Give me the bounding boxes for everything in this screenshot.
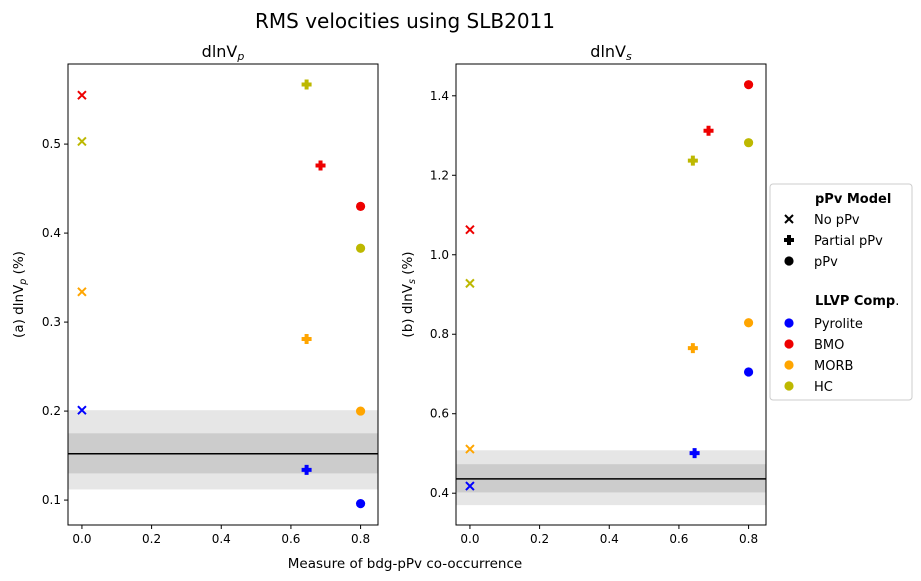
panel-title-sub: p	[236, 50, 244, 63]
x-tick-label: 0.8	[739, 532, 758, 546]
legend: pPv Model No pPv Partial pPv pPv LLVP Comp…	[769, 183, 913, 401]
y-axis-label-suffix: (%)	[11, 251, 27, 279]
y-tick-label: 0.1	[42, 493, 61, 507]
legend-color-swatch	[784, 318, 794, 328]
y-axis-label: (b) dlnVs (%)	[400, 251, 418, 337]
figure-title: RMS velocities using SLB2011	[255, 9, 555, 33]
y-axis-label-sub: s	[407, 279, 418, 284]
legend-color-label: Pyrolite	[814, 317, 863, 332]
data-point	[355, 406, 366, 416]
legend-frame	[769, 183, 913, 401]
y-axis-label: (a) dlnVp (%)	[11, 251, 29, 338]
legend-color-swatch	[784, 360, 794, 370]
panel-title-main: dlnV	[202, 42, 238, 61]
panel-title-sub: s	[626, 50, 632, 63]
legend-color-label: BMO	[814, 338, 844, 353]
legend-marker-plus	[784, 235, 794, 245]
panel-title: dlnVs	[590, 42, 632, 63]
data-point	[355, 499, 366, 509]
data-point	[355, 201, 366, 211]
legend-color-entries: Pyrolite BMO MORB HC	[784, 317, 863, 395]
figure-xlabel: Measure of bdg-pPv co-occurrence	[288, 556, 522, 572]
data-point	[315, 160, 326, 171]
data-point	[465, 481, 475, 491]
x-tick-label: 0.4	[212, 532, 231, 546]
y-tick-label: 0.4	[42, 226, 61, 240]
y-tick-label: 0.6	[430, 407, 449, 421]
data-point	[301, 79, 312, 90]
data-point	[465, 278, 475, 289]
data-point	[355, 243, 366, 253]
panel-title-main: dlnV	[590, 42, 626, 61]
legend-color-header-bold: LLVP Comp	[815, 294, 895, 309]
legend-color-header: LLVP Comp.	[815, 294, 899, 309]
data-point	[77, 90, 87, 100]
legend-marker-circle	[784, 256, 794, 266]
data-point	[301, 464, 312, 475]
x-tick-label: 0.4	[600, 532, 619, 546]
data-point	[77, 136, 87, 147]
legend-marker-label: pPv	[814, 255, 838, 270]
y-tick-label: 0.8	[430, 327, 449, 341]
data-point	[465, 444, 475, 454]
y-tick-label: 0.2	[42, 404, 61, 418]
legend-marker-entries: No pPv Partial pPv pPv	[784, 213, 883, 270]
legend-marker-header: pPv Model	[815, 192, 891, 207]
legend-marker-label: Partial pPv	[814, 234, 883, 249]
y-axis-label-main: (b) dlnV	[400, 283, 416, 337]
y-tick-label: 0.3	[42, 315, 61, 329]
data-point	[743, 367, 754, 377]
y-axis-label-main: (a) dlnV	[11, 284, 27, 338]
y-tick-label: 1.4	[430, 89, 449, 103]
data-point	[465, 225, 475, 235]
x-tick-label: 0.6	[669, 532, 688, 546]
x-tick-label: 0.2	[530, 532, 549, 546]
axes-frame	[67, 63, 379, 526]
legend-color-header-suffix: .	[895, 294, 899, 309]
legend-marker-label: No pPv	[814, 213, 860, 228]
x-tick-label: 0.0	[72, 532, 91, 546]
data-point	[687, 343, 698, 354]
legend-color-label: HC	[814, 380, 833, 395]
data-point	[687, 155, 698, 166]
axes-frame	[455, 63, 767, 526]
legend-color-swatch	[784, 381, 794, 391]
y-axis-label-suffix: (%)	[400, 251, 416, 279]
x-tick-label: 0.0	[460, 532, 479, 546]
data-point	[689, 448, 700, 459]
x-tick-label: 0.8	[351, 532, 370, 546]
data-point	[743, 138, 754, 148]
y-tick-label: 1.2	[430, 168, 449, 182]
data-point	[301, 333, 312, 344]
data-point	[743, 80, 754, 90]
y-axis-label-sub: p	[18, 279, 29, 286]
x-tick-label: 0.2	[142, 532, 161, 546]
legend-marker-x	[784, 214, 794, 224]
data-point	[743, 318, 754, 328]
legend-color-label: MORB	[814, 359, 853, 374]
data-point	[77, 287, 87, 297]
data-point	[77, 405, 87, 415]
x-tick-label: 0.6	[281, 532, 300, 546]
y-tick-label: 0.5	[42, 137, 61, 151]
y-tick-label: 1.0	[430, 248, 449, 262]
y-tick-label: 0.4	[430, 486, 449, 500]
panel-title: dlnVp	[202, 42, 245, 63]
legend-color-swatch	[784, 339, 794, 349]
panel-dlnvs: 0.0 0.2 0.4 0.6 0.80.40.60.81.01.21.4dlnVs(b…	[400, 42, 767, 546]
data-point	[703, 125, 714, 136]
